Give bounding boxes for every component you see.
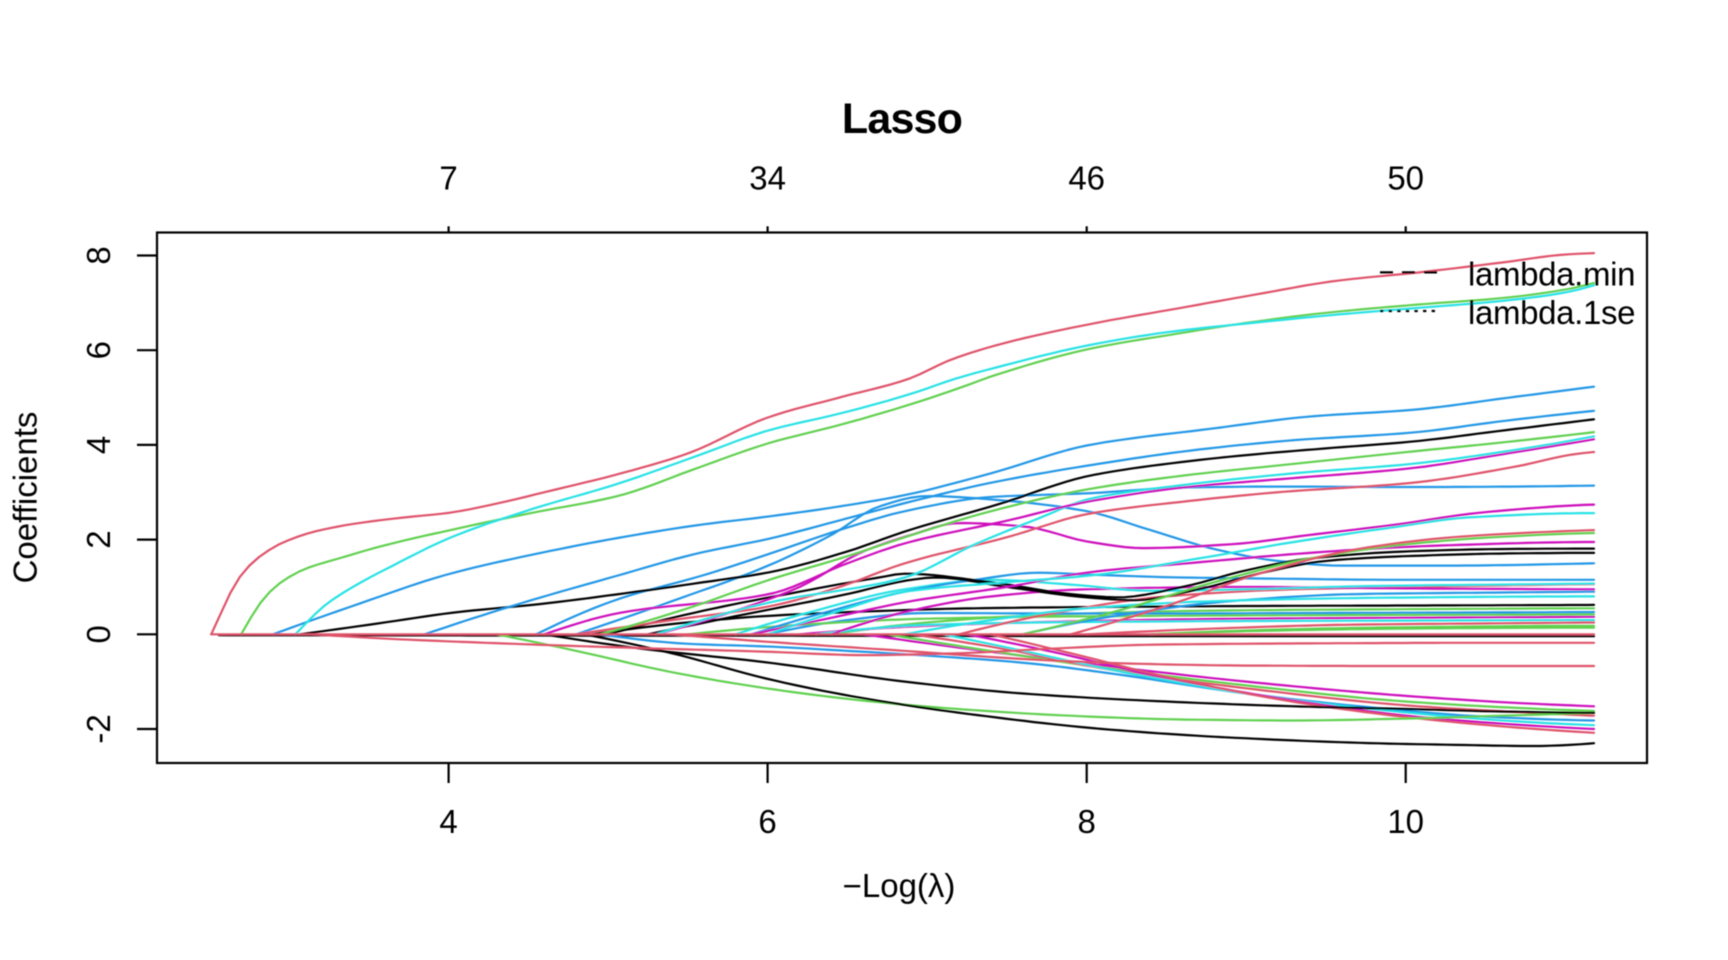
svg-text:10: 10 (1387, 803, 1424, 840)
svg-text:0: 0 (80, 625, 117, 643)
svg-text:50: 50 (1387, 160, 1424, 197)
svg-text:lambda.min: lambda.min (1468, 256, 1635, 293)
svg-text:7: 7 (439, 160, 457, 197)
svg-text:4: 4 (439, 803, 457, 840)
svg-text:6: 6 (758, 803, 776, 840)
svg-text:−Log(λ): −Log(λ) (843, 867, 956, 904)
svg-text:lambda.1se: lambda.1se (1468, 294, 1635, 331)
svg-text:8: 8 (80, 246, 117, 264)
svg-text:6: 6 (80, 341, 117, 359)
svg-text:34: 34 (749, 160, 786, 197)
svg-text:Coefficients: Coefficients (7, 412, 44, 584)
svg-text:Lasso: Lasso (842, 95, 962, 143)
svg-text:2: 2 (80, 530, 117, 548)
svg-text:8: 8 (1078, 803, 1096, 840)
svg-text:46: 46 (1068, 160, 1105, 197)
svg-text:4: 4 (80, 436, 117, 454)
svg-text:-2: -2 (80, 714, 117, 743)
